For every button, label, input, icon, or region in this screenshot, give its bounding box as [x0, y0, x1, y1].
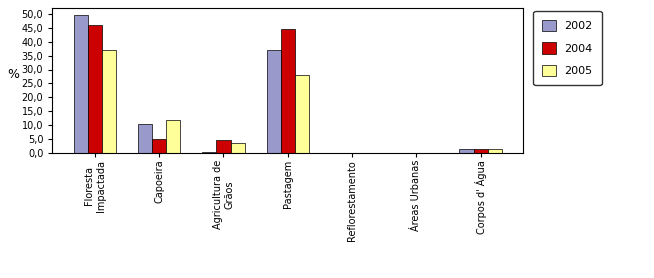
Bar: [202, 152, 216, 153]
Bar: [216, 140, 231, 153]
Bar: [138, 124, 152, 153]
Bar: [281, 29, 295, 153]
Bar: [152, 139, 166, 153]
Bar: [231, 143, 245, 153]
Bar: [459, 149, 473, 153]
Bar: [88, 25, 102, 153]
Bar: [74, 15, 88, 153]
Bar: [166, 120, 181, 153]
Bar: [488, 149, 502, 153]
Bar: [473, 149, 488, 153]
Legend: 2002, 2004, 2005: 2002, 2004, 2005: [534, 11, 602, 85]
Bar: [102, 50, 116, 153]
Bar: [267, 50, 281, 153]
Y-axis label: %: %: [7, 68, 19, 81]
Bar: [295, 75, 309, 153]
